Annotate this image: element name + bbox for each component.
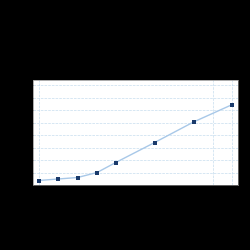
Y-axis label: OD: OD <box>7 127 13 138</box>
X-axis label: Human Fast Skeletal Troponin T (TNNT3)
Concentration (pg/ml): Human Fast Skeletal Troponin T (TNNT3) C… <box>72 201 198 212</box>
